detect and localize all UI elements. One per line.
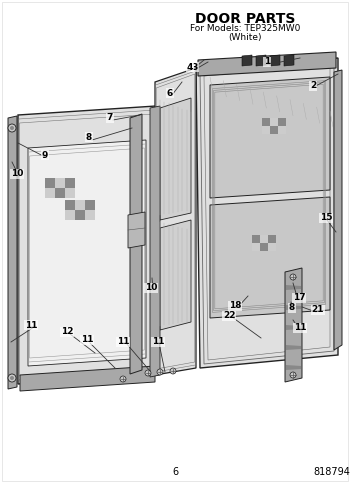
Polygon shape [28, 140, 146, 366]
Polygon shape [65, 188, 75, 198]
Text: 1: 1 [264, 57, 270, 67]
Polygon shape [210, 197, 330, 318]
Polygon shape [196, 58, 338, 368]
Circle shape [8, 374, 16, 382]
Polygon shape [160, 220, 191, 330]
Polygon shape [284, 55, 294, 66]
Text: 8: 8 [289, 303, 295, 313]
Polygon shape [65, 200, 75, 210]
Text: 2: 2 [310, 82, 316, 90]
Polygon shape [286, 325, 301, 330]
Circle shape [10, 126, 14, 130]
Polygon shape [18, 106, 156, 384]
Polygon shape [8, 116, 17, 389]
Polygon shape [256, 55, 266, 66]
Text: 9: 9 [42, 151, 48, 159]
Polygon shape [270, 126, 278, 134]
Polygon shape [160, 98, 191, 220]
Polygon shape [278, 126, 286, 134]
Polygon shape [286, 365, 301, 370]
Text: 11: 11 [81, 336, 93, 344]
Polygon shape [85, 210, 95, 220]
Text: DOOR PARTS: DOOR PARTS [195, 12, 295, 26]
Polygon shape [198, 52, 336, 76]
Polygon shape [286, 345, 301, 350]
Text: 17: 17 [293, 294, 305, 302]
Polygon shape [85, 200, 95, 210]
Circle shape [120, 376, 126, 382]
Text: (White): (White) [228, 33, 262, 42]
Circle shape [145, 370, 151, 376]
Polygon shape [262, 118, 270, 126]
Text: 6: 6 [167, 88, 173, 98]
Circle shape [10, 376, 14, 380]
Text: 12: 12 [61, 327, 73, 337]
Circle shape [8, 124, 16, 132]
Polygon shape [286, 305, 301, 310]
Text: 6: 6 [172, 467, 178, 477]
Text: 10: 10 [145, 284, 157, 293]
Polygon shape [130, 114, 142, 374]
Polygon shape [270, 118, 278, 126]
Polygon shape [75, 210, 85, 220]
Polygon shape [65, 178, 75, 188]
Text: 4: 4 [187, 62, 193, 71]
Polygon shape [268, 243, 276, 251]
Polygon shape [286, 285, 301, 290]
Circle shape [290, 372, 296, 378]
Polygon shape [270, 55, 280, 66]
Text: 8187940: 8187940 [314, 467, 350, 477]
Polygon shape [45, 178, 55, 188]
Polygon shape [65, 210, 75, 220]
Polygon shape [55, 178, 65, 188]
Polygon shape [242, 55, 252, 66]
Polygon shape [268, 235, 276, 243]
Text: 11: 11 [25, 321, 37, 329]
Text: 3: 3 [192, 62, 198, 71]
Polygon shape [260, 235, 268, 243]
Text: For Models: TEP325MW0: For Models: TEP325MW0 [190, 24, 300, 33]
Text: 8: 8 [86, 132, 92, 142]
Text: 7: 7 [107, 114, 113, 123]
Polygon shape [210, 77, 330, 198]
Polygon shape [55, 188, 65, 198]
Text: 18: 18 [229, 301, 241, 311]
Text: 10: 10 [11, 170, 23, 179]
Circle shape [290, 274, 296, 280]
Polygon shape [252, 235, 260, 243]
Polygon shape [45, 188, 55, 198]
Text: 21: 21 [312, 306, 324, 314]
Text: 11: 11 [294, 324, 306, 332]
Circle shape [157, 369, 163, 375]
Polygon shape [260, 243, 268, 251]
Circle shape [170, 368, 176, 374]
Text: 11: 11 [152, 338, 164, 346]
Polygon shape [262, 126, 270, 134]
Polygon shape [20, 366, 155, 391]
Text: 15: 15 [320, 213, 332, 223]
Polygon shape [128, 212, 145, 248]
Text: 22: 22 [223, 312, 235, 321]
Polygon shape [278, 118, 286, 126]
Polygon shape [334, 70, 342, 350]
Polygon shape [252, 243, 260, 251]
Polygon shape [155, 68, 196, 375]
Polygon shape [150, 106, 160, 377]
Text: 11: 11 [117, 338, 129, 346]
Polygon shape [75, 200, 85, 210]
Polygon shape [285, 268, 302, 382]
